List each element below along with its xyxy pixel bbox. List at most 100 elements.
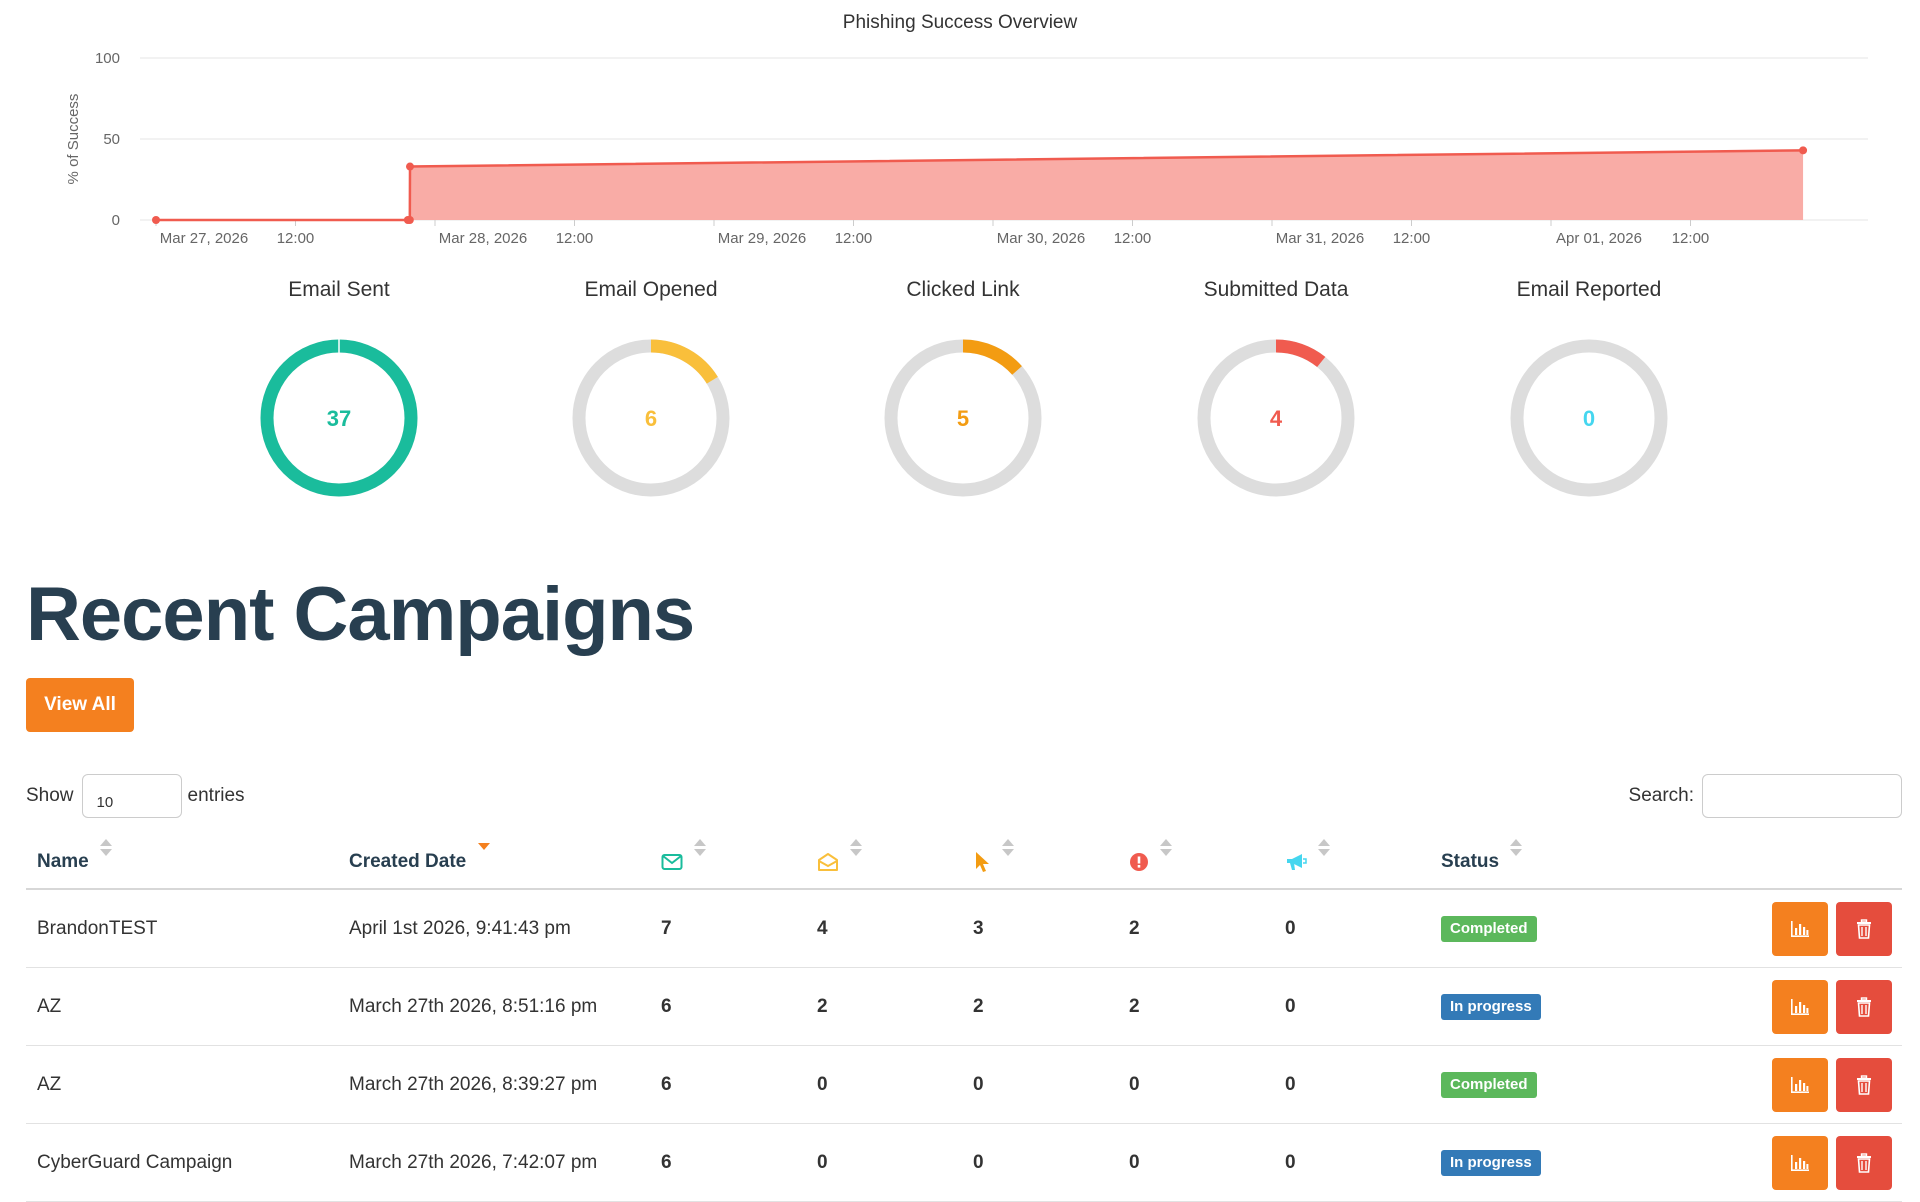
trash-icon — [1857, 1074, 1871, 1095]
x-tick-label: Mar 29, 2026 — [718, 230, 806, 247]
status-badge: Completed — [1441, 1071, 1537, 1098]
sort-icon — [850, 839, 863, 859]
status-badge: Completed — [1441, 915, 1537, 942]
show-label: Show — [26, 785, 74, 806]
bar-chart-icon — [1791, 998, 1809, 1015]
x-tick-label: Apr 01, 2026 — [1556, 230, 1642, 247]
sort-icon — [100, 839, 113, 859]
exclamation-circle-icon — [1130, 852, 1148, 871]
donut-value: 37 — [327, 406, 351, 431]
cell-reported: 0 — [1274, 967, 1430, 1046]
column-header-clicked[interactable] — [962, 832, 1118, 890]
cell-opened: 2 — [806, 967, 962, 1046]
y-tick-label: 0 — [112, 212, 120, 229]
cell-actions — [1670, 1045, 1902, 1124]
donut-value: 5 — [957, 406, 969, 431]
envelope-open-icon — [818, 852, 838, 871]
column-header-status[interactable]: Status — [1430, 832, 1670, 890]
status-badge: In progress — [1441, 1149, 1541, 1176]
bar-chart-icon — [1791, 920, 1809, 937]
view-results-button[interactable] — [1772, 1135, 1828, 1190]
donut-slice — [650, 339, 718, 384]
donut-title: Email Sent — [288, 278, 390, 301]
donut-chart: 4 — [1197, 339, 1355, 497]
cell-created-date: April 1st 2026, 9:41:43 pm — [338, 889, 650, 968]
delete-button[interactable] — [1836, 1057, 1892, 1112]
donut-slice — [962, 339, 1022, 375]
cell-opened: 0 — [806, 1123, 962, 1202]
cell-name: CyberGuard Campaign — [26, 1123, 338, 1202]
entries-select[interactable]: 10 — [81, 774, 182, 818]
cell-submitted: 0 — [1118, 1123, 1274, 1202]
x-tick-label: 12:00 — [835, 230, 873, 247]
cell-status: Completed — [1430, 1045, 1670, 1124]
cell-opened: 0 — [806, 1045, 962, 1124]
cell-created-date: March 27th 2026, 7:42:07 pm — [338, 1123, 650, 1202]
donut-title: Email Opened — [584, 278, 718, 301]
table-row: AZ March 27th 2026, 8:39:27 pm 6 0 0 0 0 Comple… — [26, 1045, 1902, 1124]
donut-value: 6 — [645, 406, 657, 431]
timeline-chart-svg: Phishing Success Overview 0 50 100 % of Succ… — [65, 12, 1868, 247]
search-input[interactable] — [1702, 774, 1902, 818]
donut-value: 4 — [1270, 406, 1283, 431]
trash-icon — [1857, 996, 1871, 1017]
cell-status: In progress — [1430, 1123, 1670, 1202]
table-header-row: Name Created Date — [26, 832, 1902, 890]
sort-icon — [1318, 839, 1331, 859]
delete-button[interactable] — [1836, 979, 1892, 1034]
sort-icon — [1160, 839, 1173, 859]
delete-button[interactable] — [1836, 1135, 1892, 1190]
table-search-control: Search: — [1629, 773, 1902, 819]
phishing-success-chart: Phishing Success Overview 0 50 100 % of Succ… — [0, 0, 1920, 260]
mouse-pointer-icon — [976, 851, 989, 872]
column-header-reported[interactable] — [1274, 832, 1430, 890]
trash-icon — [1857, 1152, 1871, 1173]
data-point — [405, 216, 414, 224]
x-tick-label: 12:00 — [1672, 230, 1710, 247]
table-row: CyberGuard Campaign March 27th 2026, 7:42… — [26, 1123, 1902, 1202]
status-badge: In progress — [1441, 993, 1541, 1020]
column-header-name[interactable]: Name — [26, 832, 338, 890]
cell-opened: 4 — [806, 889, 962, 968]
donut-value: 0 — [1583, 406, 1595, 431]
cell-sent: 6 — [650, 1045, 806, 1124]
y-tick-label: 50 — [103, 131, 120, 148]
column-header-created-date[interactable]: Created Date — [338, 832, 650, 890]
cell-sent: 7 — [650, 889, 806, 968]
bullhorn-icon — [1287, 853, 1307, 870]
cell-clicked: 0 — [962, 1045, 1118, 1124]
y-tick-label: 100 — [95, 50, 120, 67]
donut-email-opened: Email Opened 6 — [501, 278, 801, 518]
column-header-submitted[interactable] — [1118, 832, 1274, 890]
cell-clicked: 0 — [962, 1123, 1118, 1202]
sort-desc-icon — [477, 839, 490, 859]
view-results-button[interactable] — [1772, 901, 1828, 956]
table-row: BrandonTEST April 1st 2026, 9:41:43 pm 7 4 3… — [26, 889, 1902, 968]
column-header-opened[interactable] — [806, 832, 962, 890]
entries-select-value: 10 — [96, 794, 114, 811]
cell-name: AZ — [26, 967, 338, 1046]
x-tick-label: Mar 27, 2026 — [160, 230, 248, 247]
view-all-button[interactable]: View All — [26, 678, 134, 732]
cell-created-date: March 27th 2026, 8:51:16 pm — [338, 967, 650, 1046]
x-tick-label: Mar 31, 2026 — [1276, 230, 1364, 247]
column-header-sent[interactable] — [650, 832, 806, 890]
cell-reported: 0 — [1274, 1123, 1430, 1202]
cell-sent: 6 — [650, 1123, 806, 1202]
delete-button[interactable] — [1836, 901, 1892, 956]
cell-clicked: 2 — [962, 967, 1118, 1046]
data-point — [1799, 146, 1808, 155]
entries-label: entries — [187, 785, 245, 806]
cell-actions — [1670, 889, 1902, 968]
cell-name: AZ — [26, 1045, 338, 1124]
cell-reported: 0 — [1274, 1045, 1430, 1124]
cell-submitted: 2 — [1118, 967, 1274, 1046]
donut-chart: 6 — [572, 339, 730, 497]
page-title: Recent Campaigns — [26, 572, 695, 657]
cell-actions — [1670, 967, 1902, 1046]
envelope-icon — [661, 853, 683, 870]
view-results-button[interactable] — [1772, 979, 1828, 1034]
view-results-button[interactable] — [1772, 1057, 1828, 1112]
cell-actions — [1670, 1123, 1902, 1202]
donut-email-sent: Email Sent 37 — [189, 278, 489, 518]
